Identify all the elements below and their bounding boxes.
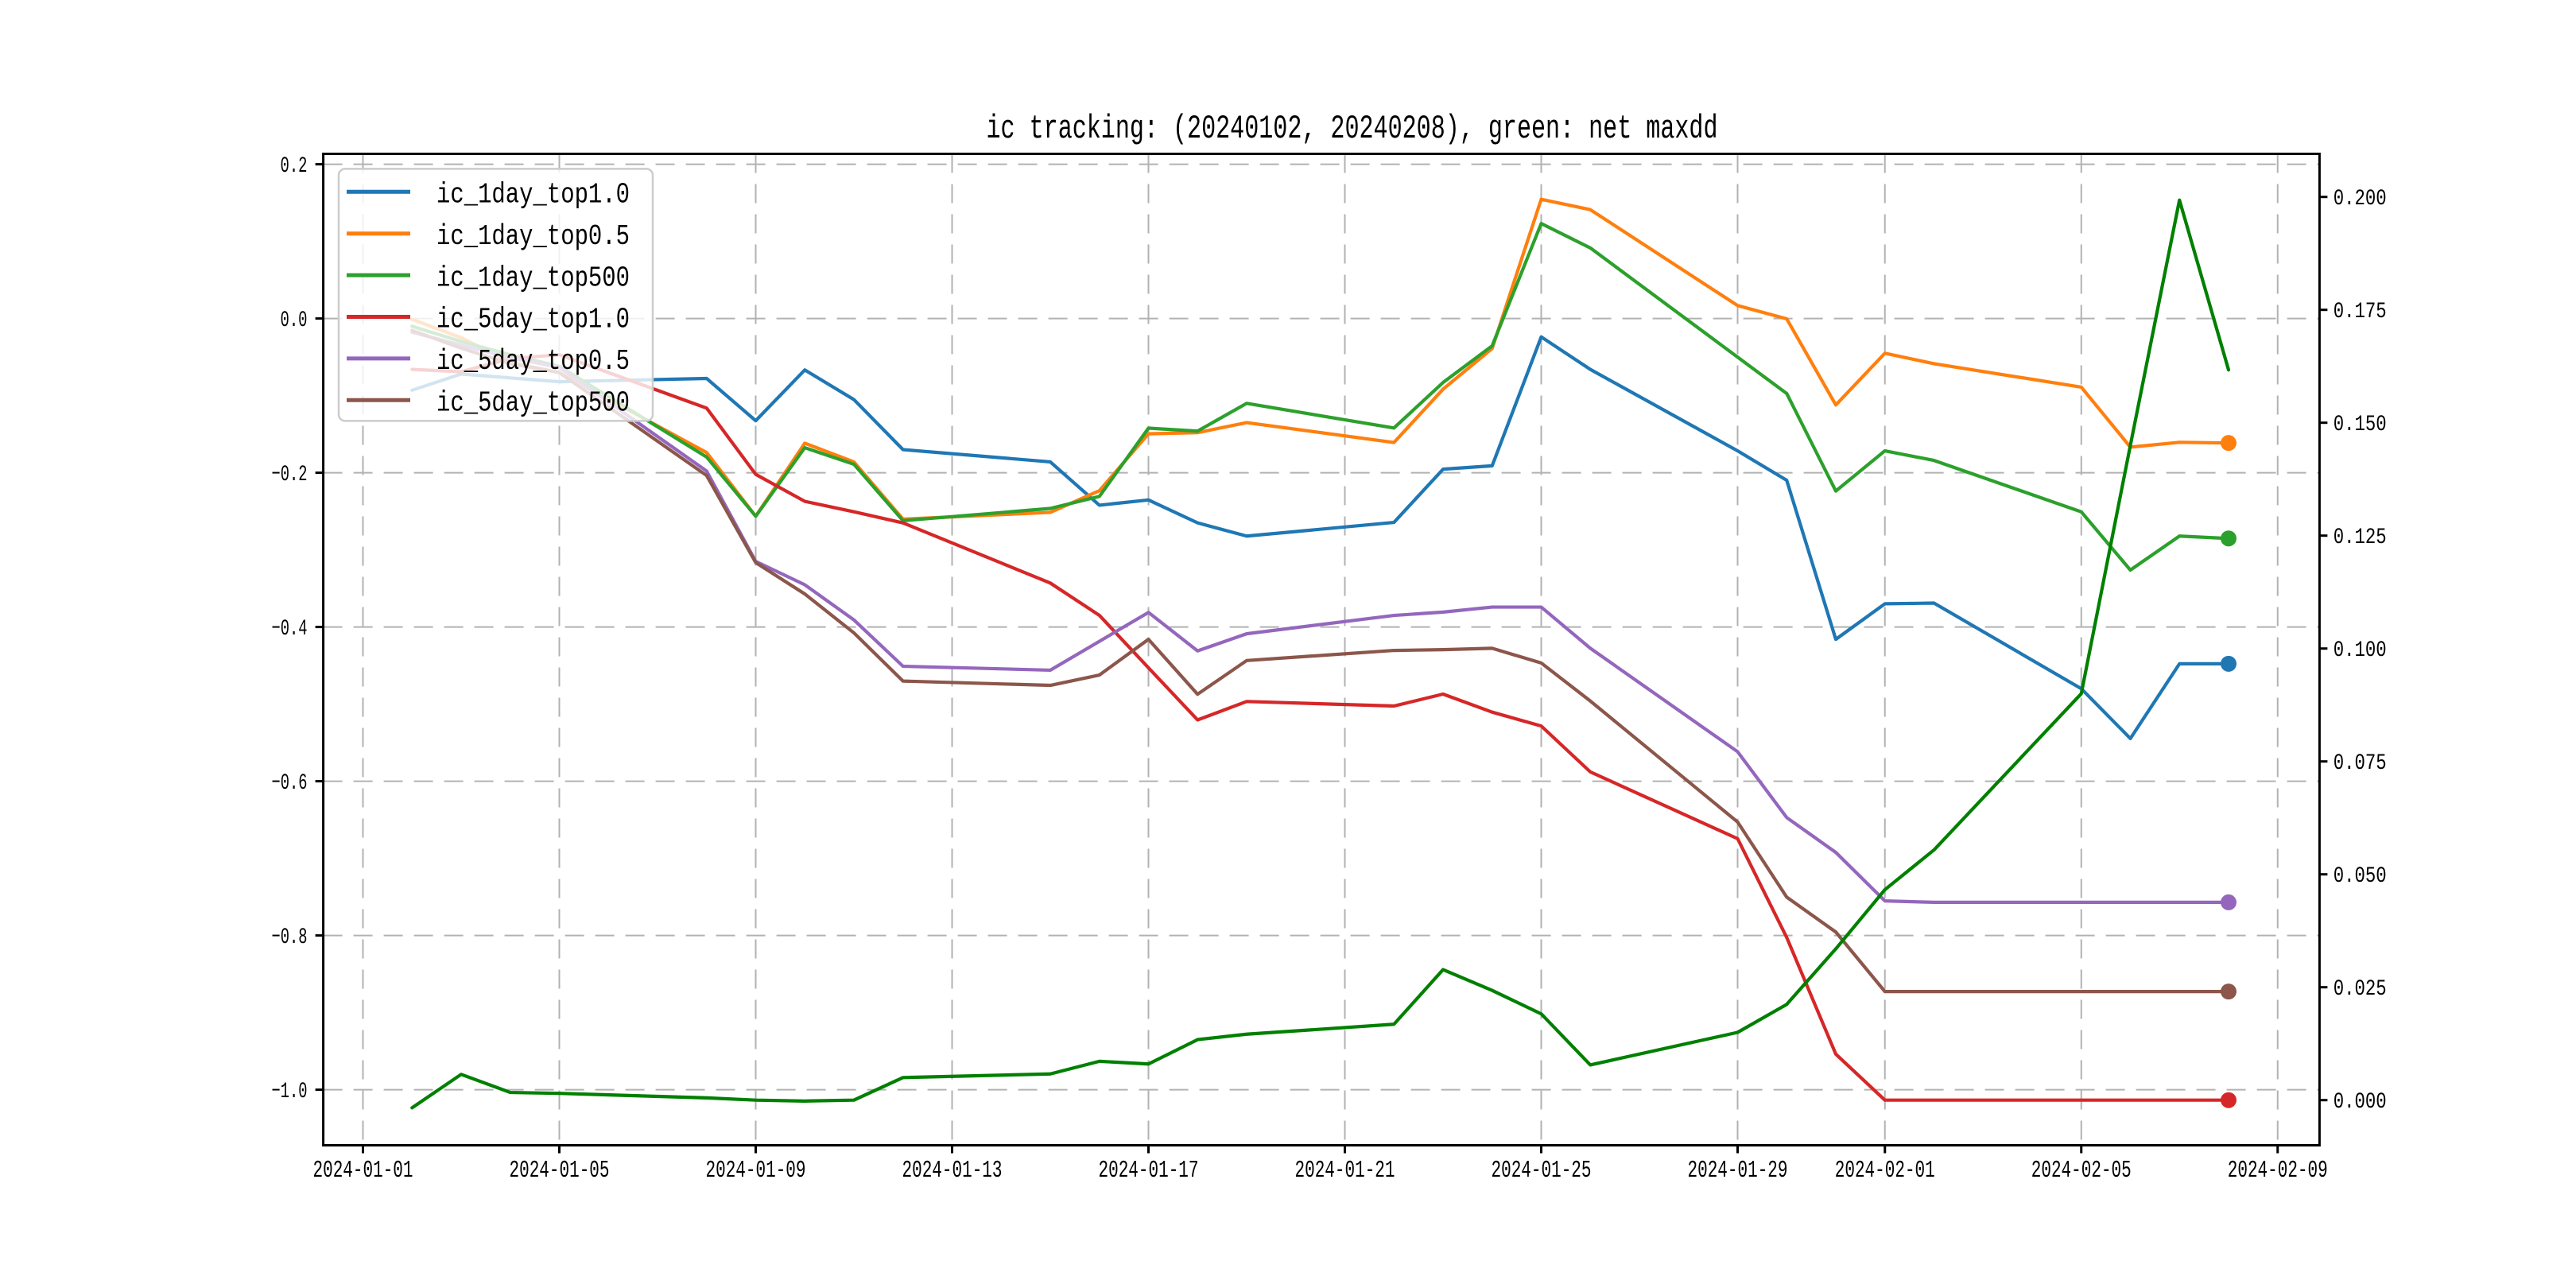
svg-text:ic tracking: (20240102, 202402: ic tracking: (20240102, 20240208), green…: [987, 110, 1718, 148]
svg-text:2024-01-05: 2024-01-05: [510, 1157, 610, 1185]
svg-text:0.200: 0.200: [2334, 187, 2387, 211]
svg-text:0.2: 0.2: [281, 154, 308, 179]
svg-text:2024-01-13: 2024-01-13: [902, 1157, 1003, 1185]
svg-text:0.100: 0.100: [2334, 638, 2387, 663]
svg-text:ic_5day_top0.5: ic_5day_top0.5: [436, 345, 630, 378]
svg-text:0.000: 0.000: [2334, 1090, 2387, 1115]
svg-text:2024-01-29: 2024-01-29: [1688, 1157, 1788, 1185]
svg-text:2024-02-01: 2024-02-01: [1835, 1157, 1935, 1185]
svg-text:0.150: 0.150: [2334, 413, 2387, 437]
svg-text:ic_1day_top1.0: ic_1day_top1.0: [436, 179, 630, 211]
svg-text:2024-01-09: 2024-01-09: [706, 1157, 806, 1185]
svg-text:0.075: 0.075: [2334, 751, 2387, 776]
svg-text:0.050: 0.050: [2334, 864, 2387, 889]
svg-text:0.0: 0.0: [281, 308, 308, 333]
svg-text:ic_5day_top1.0: ic_5day_top1.0: [436, 304, 630, 336]
svg-text:2024-01-17: 2024-01-17: [1099, 1157, 1199, 1185]
svg-text:2024-01-25: 2024-01-25: [1492, 1157, 1592, 1185]
svg-text:−0.6: −0.6: [272, 771, 308, 796]
svg-text:ic_1day_top500: ic_1day_top500: [436, 262, 630, 294]
svg-text:2024-02-05: 2024-02-05: [2031, 1157, 2132, 1185]
svg-text:ic_1day_top0.5: ic_1day_top0.5: [436, 220, 630, 253]
svg-text:−0.8: −0.8: [272, 925, 308, 950]
svg-text:0.175: 0.175: [2334, 300, 2387, 324]
svg-text:0.025: 0.025: [2334, 977, 2387, 1002]
svg-text:0.125: 0.125: [2334, 526, 2387, 550]
svg-text:−0.2: −0.2: [272, 463, 308, 487]
svg-text:2024-01-01: 2024-01-01: [313, 1157, 413, 1185]
svg-text:ic_5day_top500: ic_5day_top500: [436, 387, 630, 420]
svg-text:2024-01-21: 2024-01-21: [1295, 1157, 1395, 1185]
svg-text:−0.4: −0.4: [272, 617, 308, 642]
svg-text:2024-02-09: 2024-02-09: [2228, 1157, 2328, 1185]
svg-text:−1.0: −1.0: [272, 1080, 308, 1104]
